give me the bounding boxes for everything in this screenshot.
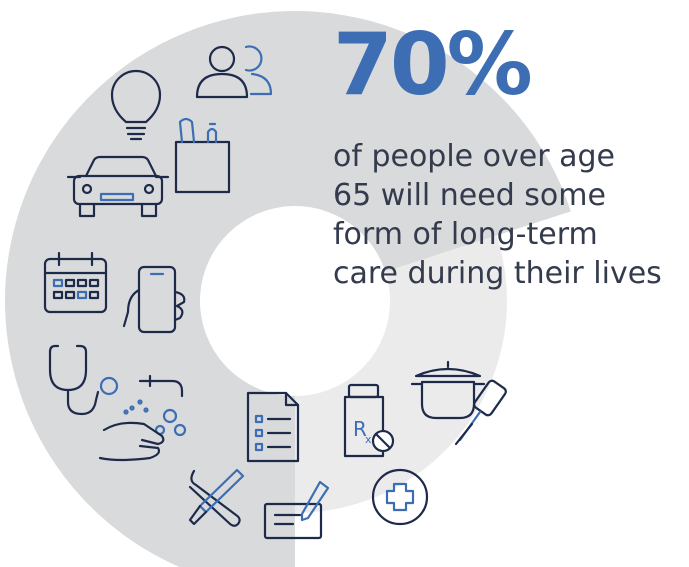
donut-slice-major bbox=[5, 11, 571, 567]
caption-line: care during their lives bbox=[333, 256, 662, 291]
car-icon bbox=[66, 155, 170, 218]
headline-caption: of people over age 65 will need some for… bbox=[333, 137, 689, 293]
tools-icon bbox=[188, 468, 245, 527]
grocery-bag-icon bbox=[174, 117, 231, 194]
caption-line: 65 will need some bbox=[333, 178, 606, 213]
stethoscope-icon bbox=[48, 344, 119, 416]
caption-line: form of long-term bbox=[333, 217, 598, 252]
calendar-icon bbox=[43, 251, 108, 314]
document-checklist-icon bbox=[246, 391, 300, 463]
lightbulb-icon bbox=[110, 69, 162, 141]
caption-line: of people over age bbox=[333, 139, 615, 174]
medical-cross-icon bbox=[371, 468, 429, 526]
smartphone-icon bbox=[122, 265, 186, 334]
check-signing-icon bbox=[263, 480, 330, 540]
donut-slice-minor bbox=[295, 235, 507, 513]
headline-percentage: 70% bbox=[333, 15, 533, 115]
hand-washing-icon bbox=[98, 374, 187, 462]
svg-text:R: R bbox=[353, 417, 367, 441]
prescription-bottle-icon: R x bbox=[343, 383, 395, 458]
cooking-pot-icon bbox=[410, 360, 486, 420]
svg-text:x: x bbox=[365, 433, 372, 446]
spatula-icon bbox=[454, 379, 507, 446]
people-icon bbox=[195, 45, 273, 99]
